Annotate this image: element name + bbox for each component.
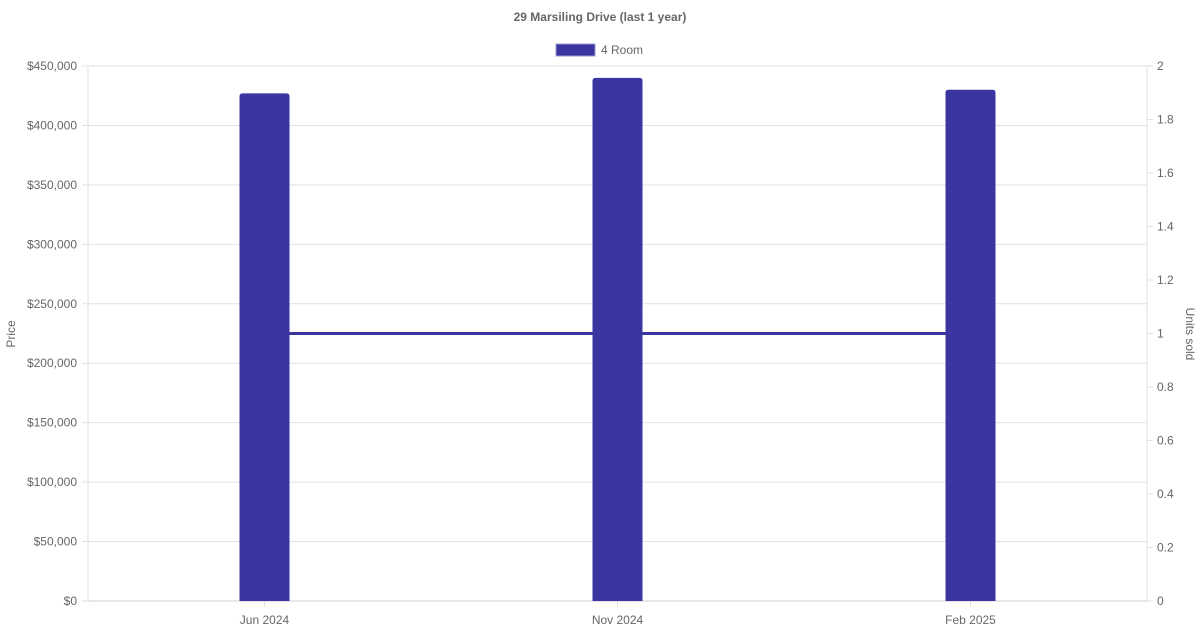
- y-tick-label: $100,000: [27, 475, 77, 489]
- y-tick-label: $450,000: [27, 59, 77, 73]
- y2-tick-label: 1.2: [1157, 273, 1174, 287]
- y2-axis-label: Units sold: [1183, 308, 1197, 361]
- y-axis-label: Price: [4, 320, 18, 348]
- y-tick-label: $200,000: [27, 356, 77, 370]
- y-tick-label: $350,000: [27, 178, 77, 192]
- bar-feb-2025: [945, 89, 996, 602]
- bar-jun-2024: [239, 93, 290, 601]
- y-tick-label: $250,000: [27, 297, 77, 311]
- y2-tick-label: 1.8: [1157, 113, 1174, 127]
- y2-tick-label: 0.2: [1157, 541, 1174, 555]
- y2-tick-label: 0: [1157, 594, 1164, 608]
- x-tick-label: Nov 2024: [592, 613, 644, 627]
- y-tick-label: $300,000: [27, 237, 77, 251]
- bar-nov-2024: [592, 77, 643, 601]
- y-tick-label: $150,000: [27, 416, 77, 430]
- x-tick-label: Jun 2024: [240, 613, 290, 627]
- chart-title: 29 Marsiling Drive (last 1 year): [514, 10, 687, 24]
- x-tick-label: Feb 2025: [945, 613, 996, 627]
- y-tick-label: $50,000: [34, 535, 78, 549]
- y-tick-label: $400,000: [27, 118, 77, 132]
- y2-tick-label: 1: [1157, 327, 1164, 341]
- legend-swatch[interactable]: [555, 43, 596, 57]
- y2-tick-label: 1.4: [1157, 220, 1174, 234]
- y2-tick-label: 2: [1157, 59, 1164, 73]
- y-tick-label: $0: [64, 594, 78, 608]
- y2-tick-label: 1.6: [1157, 166, 1174, 180]
- legend-label[interactable]: 4 Room: [601, 43, 643, 57]
- y2-tick-label: 0.8: [1157, 380, 1174, 394]
- y2-tick-label: 0.4: [1157, 487, 1174, 501]
- y2-tick-label: 0.6: [1157, 434, 1174, 448]
